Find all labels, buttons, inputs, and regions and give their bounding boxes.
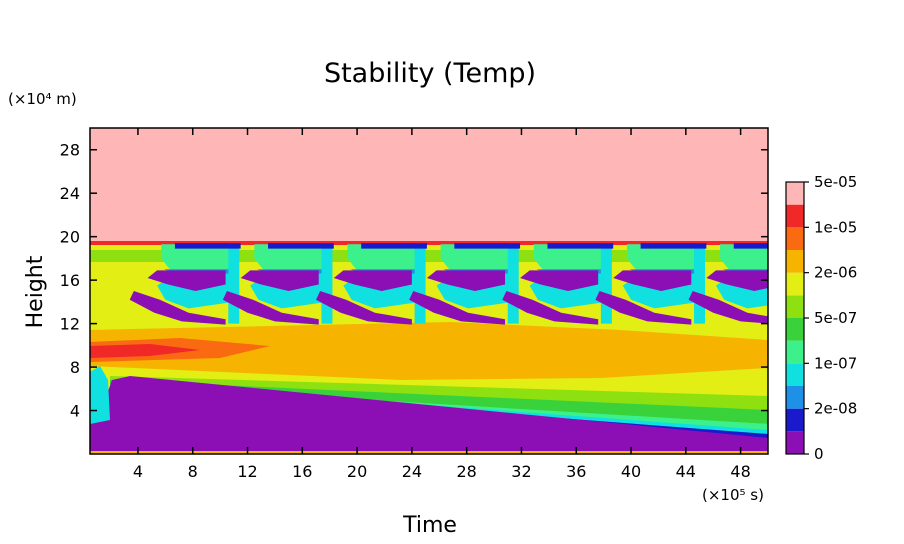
cell-cyan-stripe [600,243,612,324]
colorbar-label: 1e-05 [814,218,857,236]
cell-purple-lower [129,291,226,325]
x-tick-label: 28 [456,462,476,481]
colorbar-label: 0 [814,445,824,463]
cell-blue-top [733,243,768,249]
colorbar-label: 5e-07 [814,309,857,327]
field-tropopause-line [90,241,768,245]
cell-purple-lower [316,291,412,325]
colorbar-swatch [786,431,804,454]
cell-blue-top [547,243,614,249]
cell-blue-top [268,243,334,249]
cell-purple-lower [688,291,768,324]
x-tick-label: 4 [133,462,143,481]
plot-frame [89,127,769,455]
cell-purple-lower [595,291,692,325]
cell-blue-top [361,243,427,249]
cell-blue-top [454,243,521,249]
colorbar-swatch [786,386,804,409]
field-bottom-line [90,451,768,454]
colorbar-swatch [786,272,804,296]
colorbar-swatch [786,227,804,250]
x-tick-label: 24 [402,462,422,481]
y-tick-label: 20 [60,228,80,247]
cell-purple-upper [706,270,768,291]
x-tick-label: 36 [566,462,586,481]
y-tick-label: 8 [70,358,80,377]
cell-cyan-stripe [228,243,240,324]
field-purple-lower-layer [90,376,768,454]
y-tick-label: 28 [60,141,80,160]
field-yellow-strip [90,366,768,392]
colorbar-swatch [786,182,804,205]
colorbar-swatch [786,363,804,386]
x-tick-label: 8 [188,462,198,481]
chart-title: Stability (Temp) [324,58,536,89]
x-tick-label: 20 [347,462,367,481]
cell-purple-upper [613,270,692,291]
cell-purple-lower [222,291,319,325]
cell-cyan-stripe [321,243,333,324]
colorbar-label: 2e-08 [814,400,857,418]
colorbar-swatch [786,318,804,341]
colorbar: 0 2e-08 1e-07 5e-07 2e-06 1e-05 5e-05 [785,173,857,463]
cell-blue-top [174,243,241,249]
x-tick-label: 12 [237,462,257,481]
cell-blue-top [640,243,707,249]
x-tick-label: 16 [292,462,312,481]
colorbar-label: 5e-05 [814,173,857,191]
colorbar-label: 1e-07 [814,354,857,372]
x-axis-unit: (×10⁵ s) [702,486,764,504]
field-red-band-edge [90,344,200,358]
x-tick-label: 44 [676,462,696,481]
plot-area [90,128,768,454]
field-green-gradient-1 [110,376,768,410]
cell-cyan-stripe [694,243,705,324]
x-tick-label: 40 [621,462,641,481]
x-axis-label: Time [402,513,457,538]
cell-cyan-stripe [414,243,426,324]
colorbar-label: 2e-06 [814,264,857,282]
x-axis: 4 8 12 16 20 24 28 32 36 40 44 48 [133,128,751,481]
field-orange-core [90,322,768,380]
colorbar-swatch [786,204,804,228]
cell-purple-lower [409,291,506,325]
y-tick-label: 16 [60,271,80,290]
colorbar-swatch [786,340,804,364]
y-axis-unit: (×10⁴ m) [8,90,77,108]
cell-purple-upper [426,270,506,291]
cell-purple-upper [520,270,599,291]
cell-structures [129,243,768,325]
x-tick-label: 32 [511,462,531,481]
x-tick-label: 48 [730,462,750,481]
colorbar-swatch [786,408,804,432]
cell-purple-lower [502,291,599,325]
cell-purple-upper [147,270,226,291]
y-tick-label: 24 [60,184,80,203]
y-axis-label: Height [23,255,48,328]
y-tick-label: 12 [60,315,80,334]
cell-purple-upper [240,270,319,291]
cell-cyan-stripe [507,243,519,324]
y-tick-label: 4 [70,402,80,421]
field-cyan-plume [90,366,110,424]
colorbar-swatch [786,250,804,273]
colorbar-swatch [786,295,804,318]
y-axis: 4 8 12 16 20 24 28 [60,141,768,421]
cell-purple-upper [333,270,412,291]
